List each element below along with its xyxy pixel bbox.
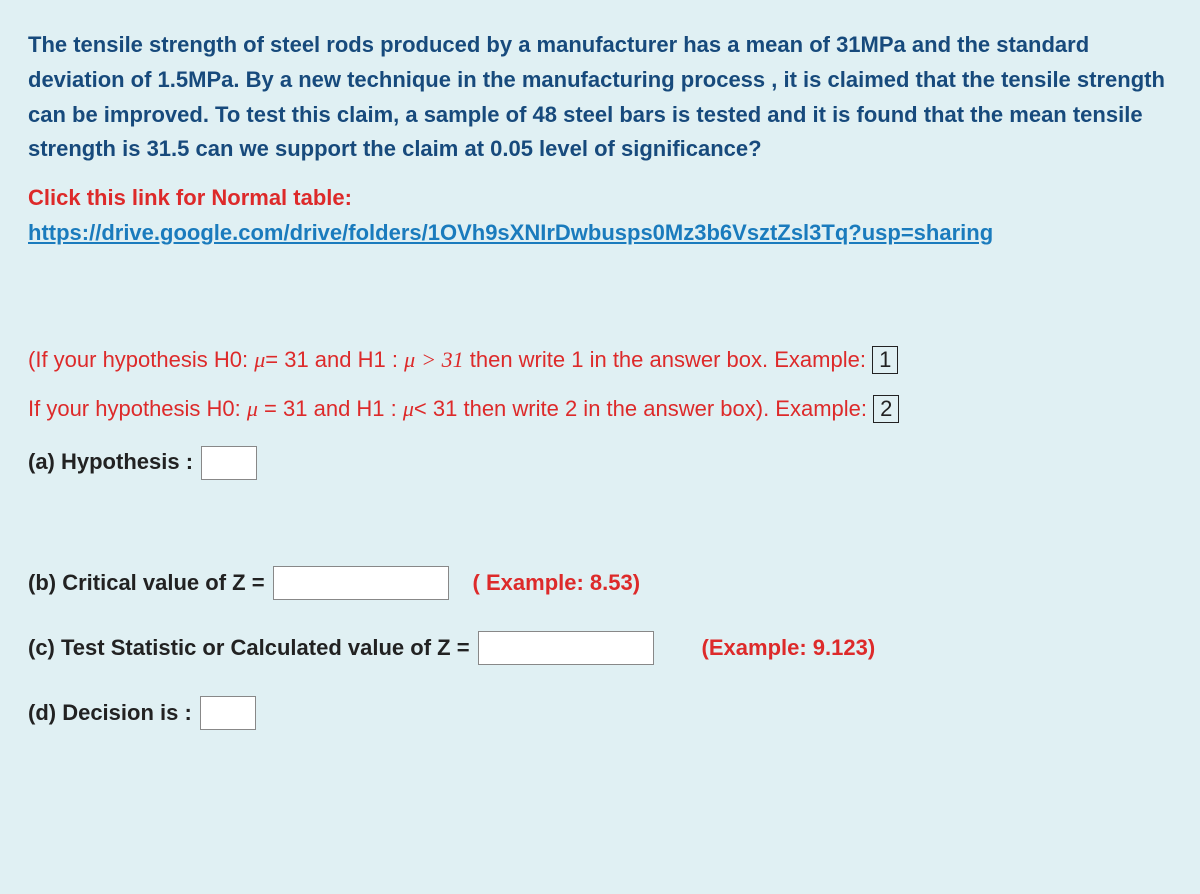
mu-symbol: μ [247,396,258,421]
test-statistic-input[interactable] [478,631,654,665]
part-a-row: (a) Hypothesis : [28,445,1172,480]
part-c-row: (c) Test Statistic or Calculated value o… [28,631,1172,666]
part-c-example: (Example: 9.123) [702,631,876,666]
part-b-example: ( Example: 8.53) [473,566,641,601]
normal-table-link[interactable]: https://drive.google.com/drive/folders/1… [28,220,993,245]
hypothesis-instruction-1: (If your hypothesis H0: μ= 31 and H1 : μ… [28,341,1172,378]
part-a-label: (a) Hypothesis : [28,445,193,480]
mu-symbol: μ [404,347,415,372]
critical-value-input[interactable] [273,566,449,600]
spacer [28,261,1172,341]
instr2-h1: < 31 [414,396,457,421]
spacer [28,502,1172,548]
instr1-post: then write 1 in the answer box. Example: [464,347,872,372]
mu-symbol: μ [403,396,414,421]
instr1-h1: > 31 [421,347,463,372]
part-b-label: (b) Critical value of Z = [28,566,265,601]
part-d-label: (d) Decision is : [28,696,192,731]
hypothesis-instruction-2: If your hypothesis H0: μ = 31 and H1 : μ… [28,390,1172,427]
link-label: Click this link for Normal table: [28,185,352,210]
part-b-row: (b) Critical value of Z = ( Example: 8.5… [28,566,1172,601]
normal-table-link-block: Click this link for Normal table: https:… [28,181,1172,251]
example-box-1: 1 [872,346,898,374]
decision-input[interactable] [200,696,256,730]
instr2-post: then write 2 in the answer box). Example… [457,396,873,421]
hypothesis-input[interactable] [201,446,257,480]
instr1-pre: (If your hypothesis H0: [28,347,254,372]
instr2-h0: = 31 and H1 : [258,396,403,421]
instr1-h0: = 31 and H1 : [265,347,404,372]
problem-statement: The tensile strength of steel rods produ… [28,28,1172,167]
instr2-pre: If your hypothesis H0: [28,396,247,421]
part-d-row: (d) Decision is : [28,696,1172,731]
mu-symbol: μ [254,347,265,372]
part-c-label: (c) Test Statistic or Calculated value o… [28,631,470,666]
example-box-2: 2 [873,395,899,423]
